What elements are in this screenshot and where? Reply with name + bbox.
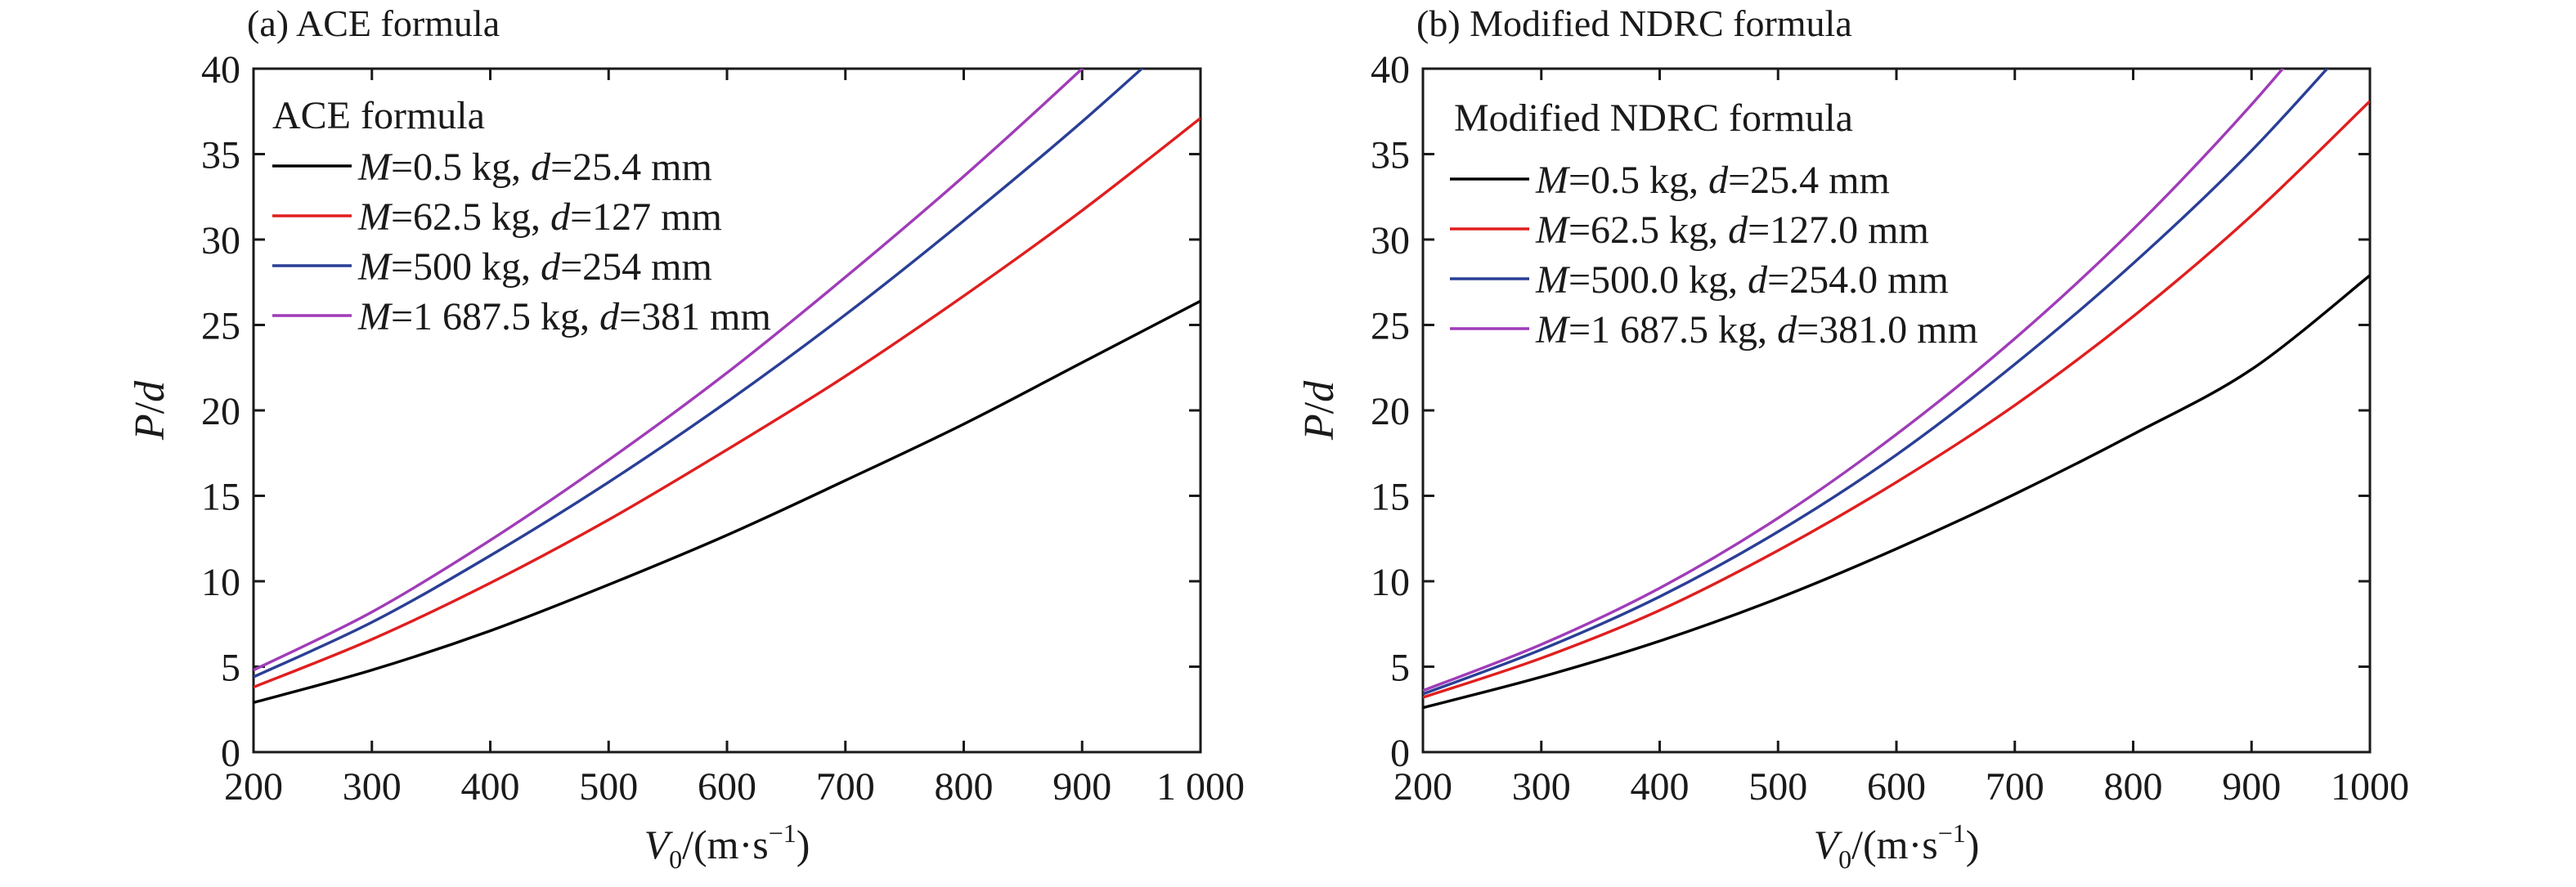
y-tick-label: 15 xyxy=(201,476,240,519)
x-axis-label: V0/(m·s−1) xyxy=(1814,818,1980,874)
x-tick-label: 500 xyxy=(1748,765,1807,809)
series-lines xyxy=(254,69,1200,705)
y-tick-label: 20 xyxy=(1371,390,1410,433)
x-tick-label: 900 xyxy=(2222,765,2281,809)
x-tick-label: 500 xyxy=(579,765,638,809)
y-axis-label: P/d xyxy=(127,380,173,441)
legend-title: Modified NDRC formula xyxy=(1454,96,1853,140)
legend-label: M=1 687.5 kg, d=381.0 mm xyxy=(1535,308,1978,352)
legend-label: M=0.5 kg, d=25.4 mm xyxy=(357,146,712,189)
x-tick-label: 800 xyxy=(935,765,994,809)
series-line-4 xyxy=(1423,69,2285,692)
series-line-1 xyxy=(1423,274,2370,710)
x-tick-label: 1 000 xyxy=(1156,765,1245,809)
series-line-3 xyxy=(254,69,1144,679)
y-tick-label: 30 xyxy=(201,219,240,262)
x-tick-label: 200 xyxy=(224,765,283,809)
x-tick-label: 400 xyxy=(461,765,520,809)
series-line-2 xyxy=(1423,100,2370,699)
panel-title: (a) ACE formula xyxy=(247,2,500,44)
y-tick-label: 35 xyxy=(1371,134,1410,177)
x-tick-label: 900 xyxy=(1052,765,1111,809)
x-tick-label: 800 xyxy=(2104,765,2163,809)
y-tick-label: 10 xyxy=(201,561,240,604)
y-tick-label: 0 xyxy=(221,732,240,775)
legend-label: M=62.5 kg, d=127 mm xyxy=(357,195,722,239)
legend: ACE formula M=0.5 kg, d=25.4 mm M=62.5 kg,… xyxy=(272,94,771,338)
series-line-2 xyxy=(254,117,1200,689)
legend-label: M=62.5 kg, d=127.0 mm xyxy=(1535,208,1929,252)
series-line-4 xyxy=(254,69,1084,672)
panel-title: (b) Modified NDRC formula xyxy=(1416,2,1852,44)
y-tick-label: 5 xyxy=(221,647,240,690)
series-lines xyxy=(1423,69,2370,710)
series-line-3 xyxy=(1423,69,2329,696)
legend-label: M=500.0 kg, d=254.0 mm xyxy=(1535,258,1949,302)
y-tick-label: 10 xyxy=(1371,561,1410,604)
y-tick-label: 40 xyxy=(201,48,240,92)
y-tick-label: 40 xyxy=(1371,48,1410,92)
legend-label: M=500 kg, d=254 mm xyxy=(357,245,712,289)
y-tick-label: 35 xyxy=(201,134,240,177)
legend: Modified NDRC formula M=0.5 kg, d=25.4 mm… xyxy=(1450,96,1978,352)
x-tick-label: 1000 xyxy=(2331,765,2409,809)
y-tick-label: 5 xyxy=(1390,647,1410,690)
y-tick-label: 25 xyxy=(201,305,240,348)
x-tick-label: 700 xyxy=(1986,765,2044,809)
y-tick-label: 25 xyxy=(1371,305,1410,348)
x-tick-label: 600 xyxy=(698,765,756,809)
x-tick-label: 300 xyxy=(1512,765,1571,809)
x-tick-label: 400 xyxy=(1631,765,1690,809)
legend-label: M=1 687.5 kg, d=381 mm xyxy=(357,295,771,338)
y-tick-label: 0 xyxy=(1390,732,1410,775)
series-line-1 xyxy=(254,299,1200,705)
y-tick-label: 30 xyxy=(1371,219,1410,262)
legend-title: ACE formula xyxy=(272,94,485,137)
x-axis-label: V0/(m·s−1) xyxy=(644,818,810,874)
x-tick-label: 700 xyxy=(816,765,875,809)
x-tick-label: 200 xyxy=(1393,765,1452,809)
y-tick-label: 15 xyxy=(1371,476,1410,519)
legend-label: M=0.5 kg, d=25.4 mm xyxy=(1535,159,1890,202)
y-axis-label: P/d xyxy=(1296,380,1343,441)
y-tick-label: 20 xyxy=(201,390,240,433)
x-tick-label: 300 xyxy=(343,765,402,809)
x-tick-label: 600 xyxy=(1867,765,1926,809)
